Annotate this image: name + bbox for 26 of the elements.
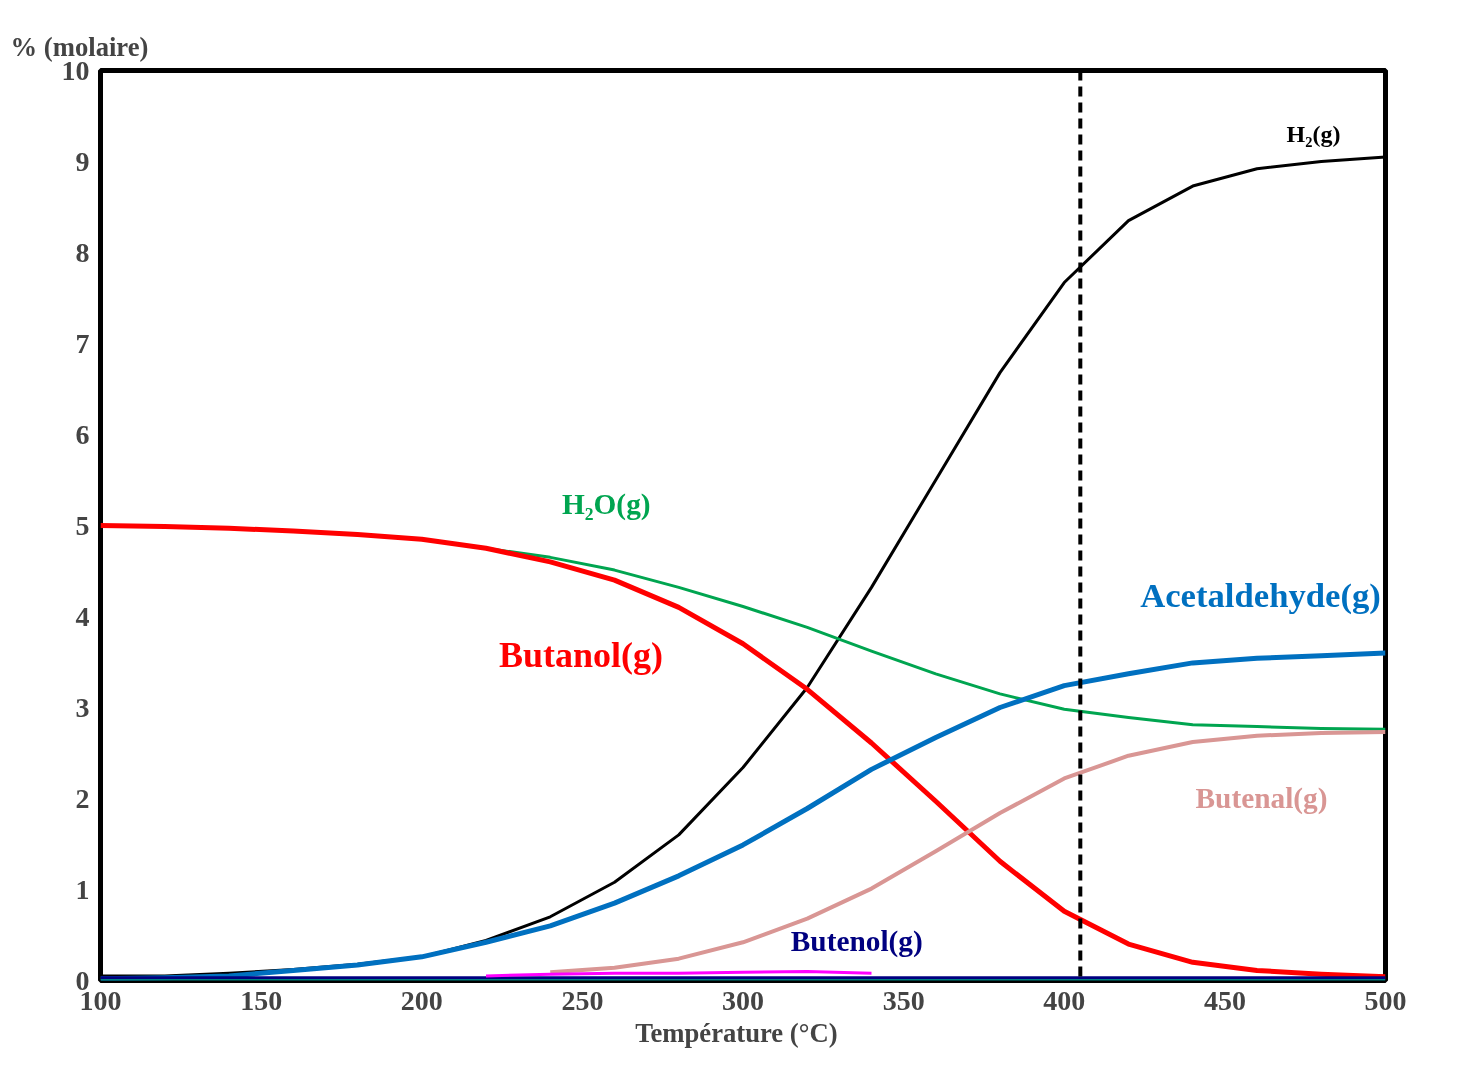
line-series xyxy=(548,730,1386,975)
y-axis-title: % (molaire) xyxy=(10,31,149,62)
series-label: Butenal(g) xyxy=(1195,782,1328,816)
x-tick-label: 450 xyxy=(1203,984,1246,1016)
x-tick-label: 150 xyxy=(240,984,283,1016)
y-tick-label: 1 xyxy=(75,873,90,905)
series-label: Butanol(g) xyxy=(498,634,664,675)
y-tick-label: 9 xyxy=(75,145,90,177)
y-tick-label: 3 xyxy=(75,691,90,723)
y-tick-label: 4 xyxy=(75,600,90,632)
series-label: Butenol(g) xyxy=(790,924,923,958)
x-tick-label: 500 xyxy=(1364,984,1407,1016)
series-label: H₂O(g) xyxy=(561,488,651,522)
x-tick-label: 400 xyxy=(1043,984,1086,1016)
x-tick-label: 300 xyxy=(722,984,764,1016)
y-tick-label: 5 xyxy=(75,509,90,541)
series-label: H₂(g) xyxy=(1286,120,1341,147)
series-label: Acetaldehyde(g) xyxy=(1140,575,1381,615)
y-tick-label: 2 xyxy=(75,782,90,814)
x-tick-label: 250 xyxy=(561,984,604,1016)
x-tick-label: 350 xyxy=(882,984,925,1016)
x-tick-label: 200 xyxy=(400,984,443,1016)
y-tick-label: 6 xyxy=(75,418,90,450)
x-axis-title: Température (°C) xyxy=(635,1017,838,1048)
y-tick-label: 7 xyxy=(75,327,90,359)
y-tick-label: 8 xyxy=(75,236,90,268)
